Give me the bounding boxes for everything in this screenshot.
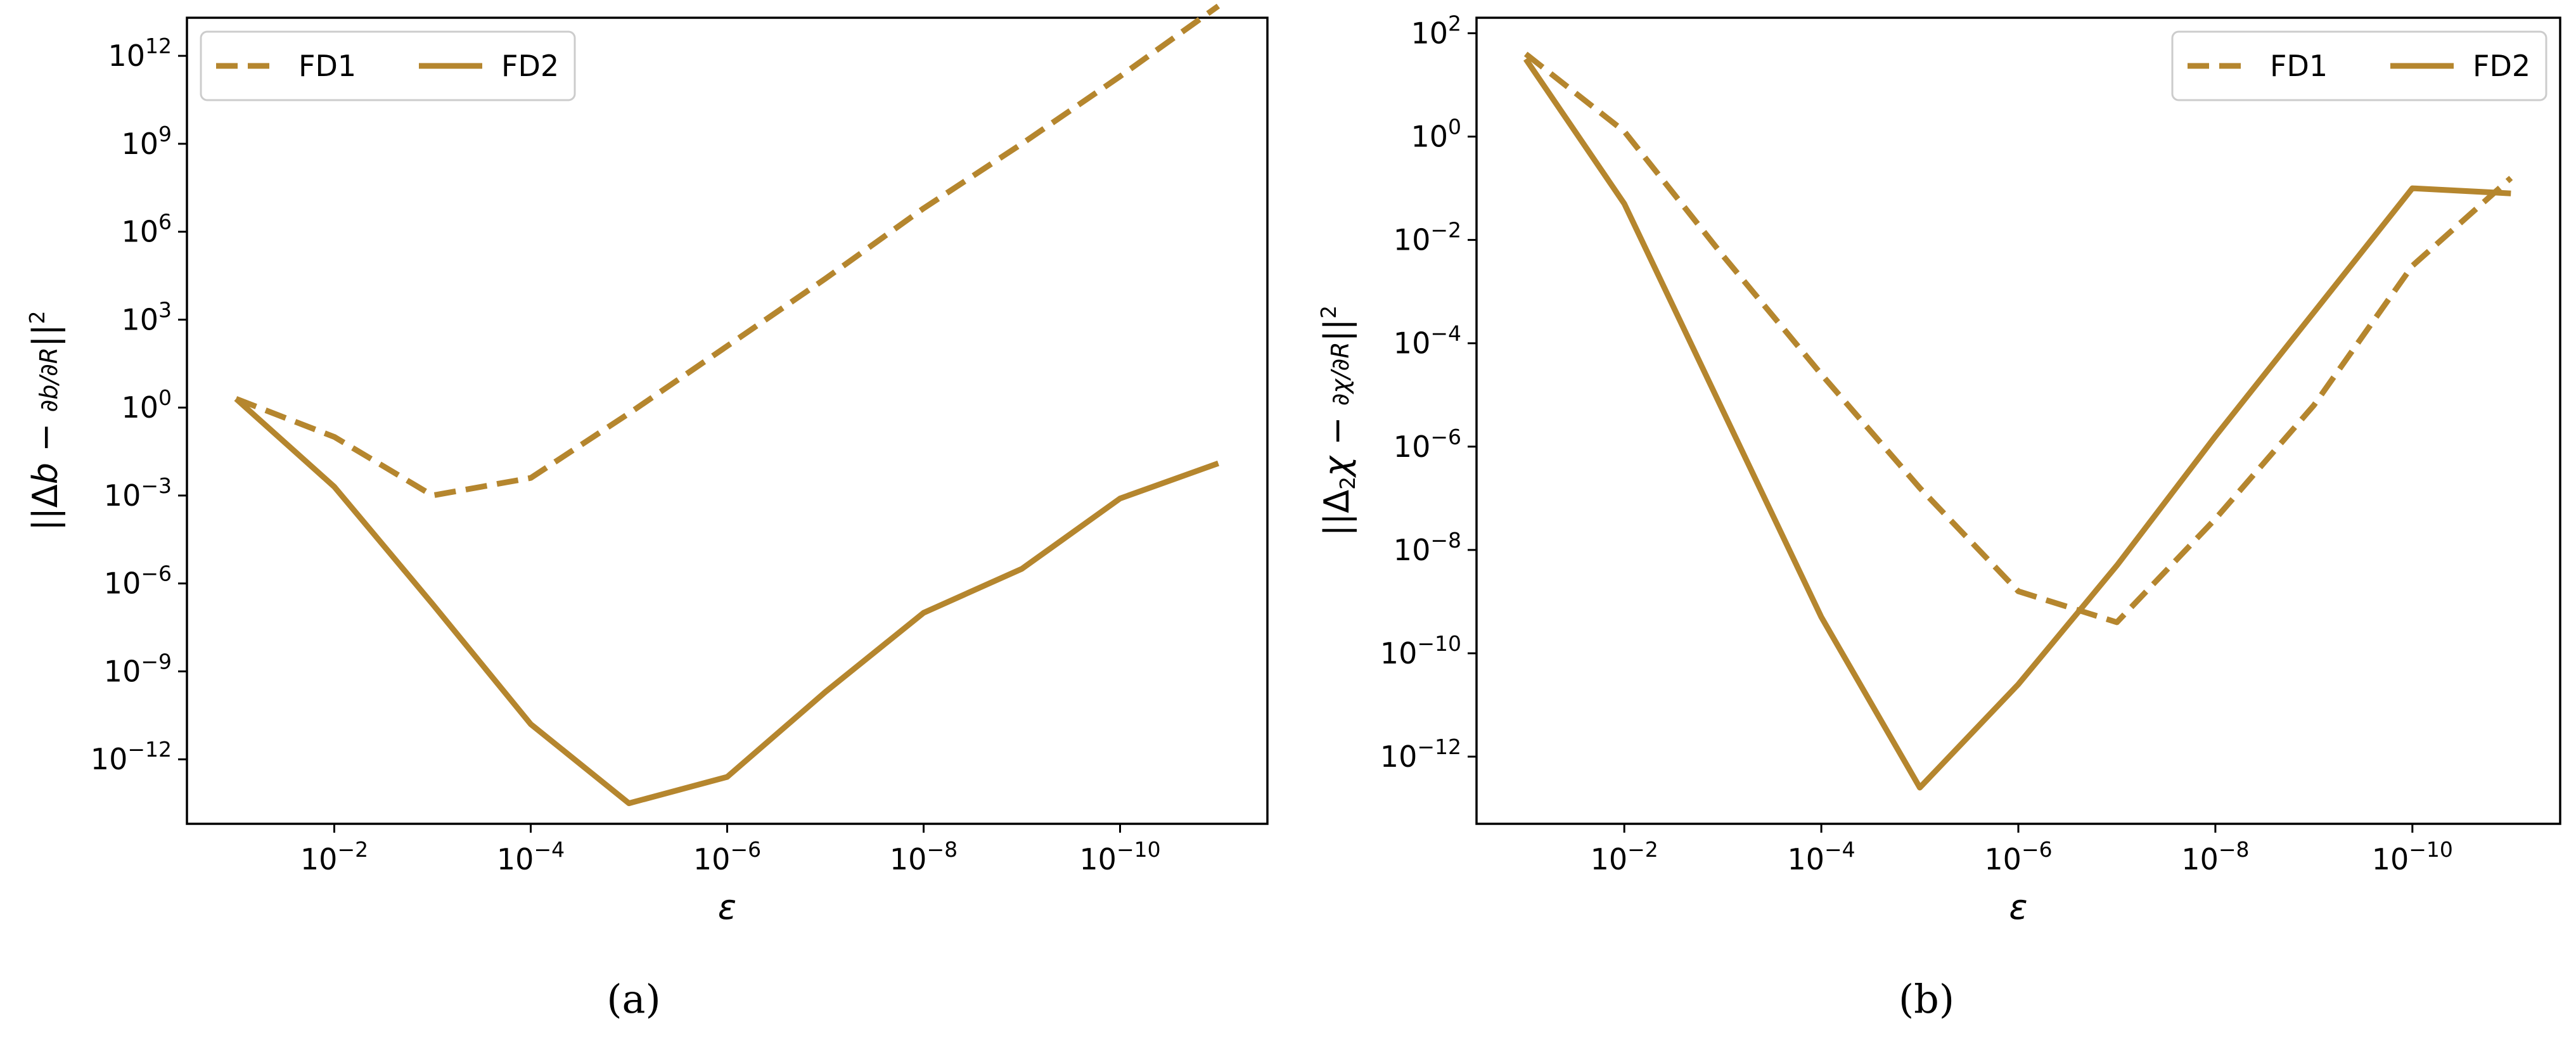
x-tick-label: 10−6 bbox=[693, 837, 761, 876]
legend-box bbox=[200, 30, 576, 101]
y-axis-title: ||Δb − ∂b/∂R||2 bbox=[25, 311, 65, 530]
y-tick-label: 10−4 bbox=[1394, 321, 1461, 361]
legend-box bbox=[2171, 30, 2547, 101]
x-tick-label: 10−2 bbox=[300, 837, 368, 876]
x-tick-label: 10−2 bbox=[1591, 837, 1658, 876]
series-line-fd1 bbox=[234, 3, 1221, 499]
plot-frame bbox=[186, 16, 1269, 825]
series-line-fd2 bbox=[234, 396, 1220, 807]
x-tick-label: 10−8 bbox=[890, 837, 958, 876]
panel-a-caption: (a) bbox=[606, 976, 660, 1022]
y-tick-label: 10−9 bbox=[104, 649, 172, 688]
plot-frame bbox=[1475, 16, 2561, 825]
y-tick-label: 10−3 bbox=[104, 473, 172, 513]
x-tick-label: 10−4 bbox=[1787, 837, 1855, 876]
y-tick-label: 102 bbox=[1411, 11, 1461, 50]
y-tick-label: 100 bbox=[121, 385, 172, 425]
y-tick-label: 109 bbox=[121, 122, 172, 161]
y-axis-title: ||Δ2χ − ∂χ/∂R||2 bbox=[1316, 305, 1360, 536]
series-line-fd1 bbox=[1523, 51, 2513, 625]
panel-b-chart: 10−2 10−4 10−6 10−8 10−10 102 100 10−2 10−4 10−6 1… bbox=[1316, 11, 2561, 927]
legend-label-fd2: FD2 bbox=[501, 49, 559, 83]
y-tick-label: 10−10 bbox=[1380, 631, 1461, 670]
y-tick-label: 10−12 bbox=[91, 737, 172, 776]
y-tick-label: 10−12 bbox=[1380, 734, 1461, 774]
panel-a-chart: 10−2 10−4 10−6 10−8 10−10 1012 109 106 103 100 10−… bbox=[25, 3, 1269, 927]
legend-label-fd1: FD1 bbox=[298, 49, 356, 83]
x-axis-title: ε bbox=[2009, 887, 2027, 927]
y-tick-label: 1012 bbox=[108, 34, 172, 73]
x-tick-label: 10−10 bbox=[1079, 837, 1160, 876]
y-tick-label: 10−6 bbox=[1394, 425, 1461, 464]
series-line-fd2 bbox=[1523, 57, 2511, 791]
y-tick-label: 10−2 bbox=[1394, 218, 1461, 257]
x-axis-title: ε bbox=[718, 887, 736, 927]
x-tick-label: 10−4 bbox=[497, 837, 565, 876]
x-tick-label: 10−6 bbox=[1984, 837, 2052, 876]
panel-b-caption: (b) bbox=[1899, 976, 1954, 1022]
legend-label-fd2: FD2 bbox=[2473, 49, 2530, 83]
legend-label-fd1: FD1 bbox=[2270, 49, 2328, 83]
x-tick-label: 10−10 bbox=[2372, 837, 2453, 876]
y-tick-label: 10−6 bbox=[104, 561, 172, 601]
y-tick-label: 100 bbox=[1411, 115, 1461, 154]
y-tick-label: 103 bbox=[121, 297, 172, 336]
y-tick-label: 106 bbox=[121, 210, 172, 249]
y-tick-label: 10−8 bbox=[1394, 528, 1461, 567]
x-tick-label: 10−8 bbox=[2181, 837, 2249, 876]
